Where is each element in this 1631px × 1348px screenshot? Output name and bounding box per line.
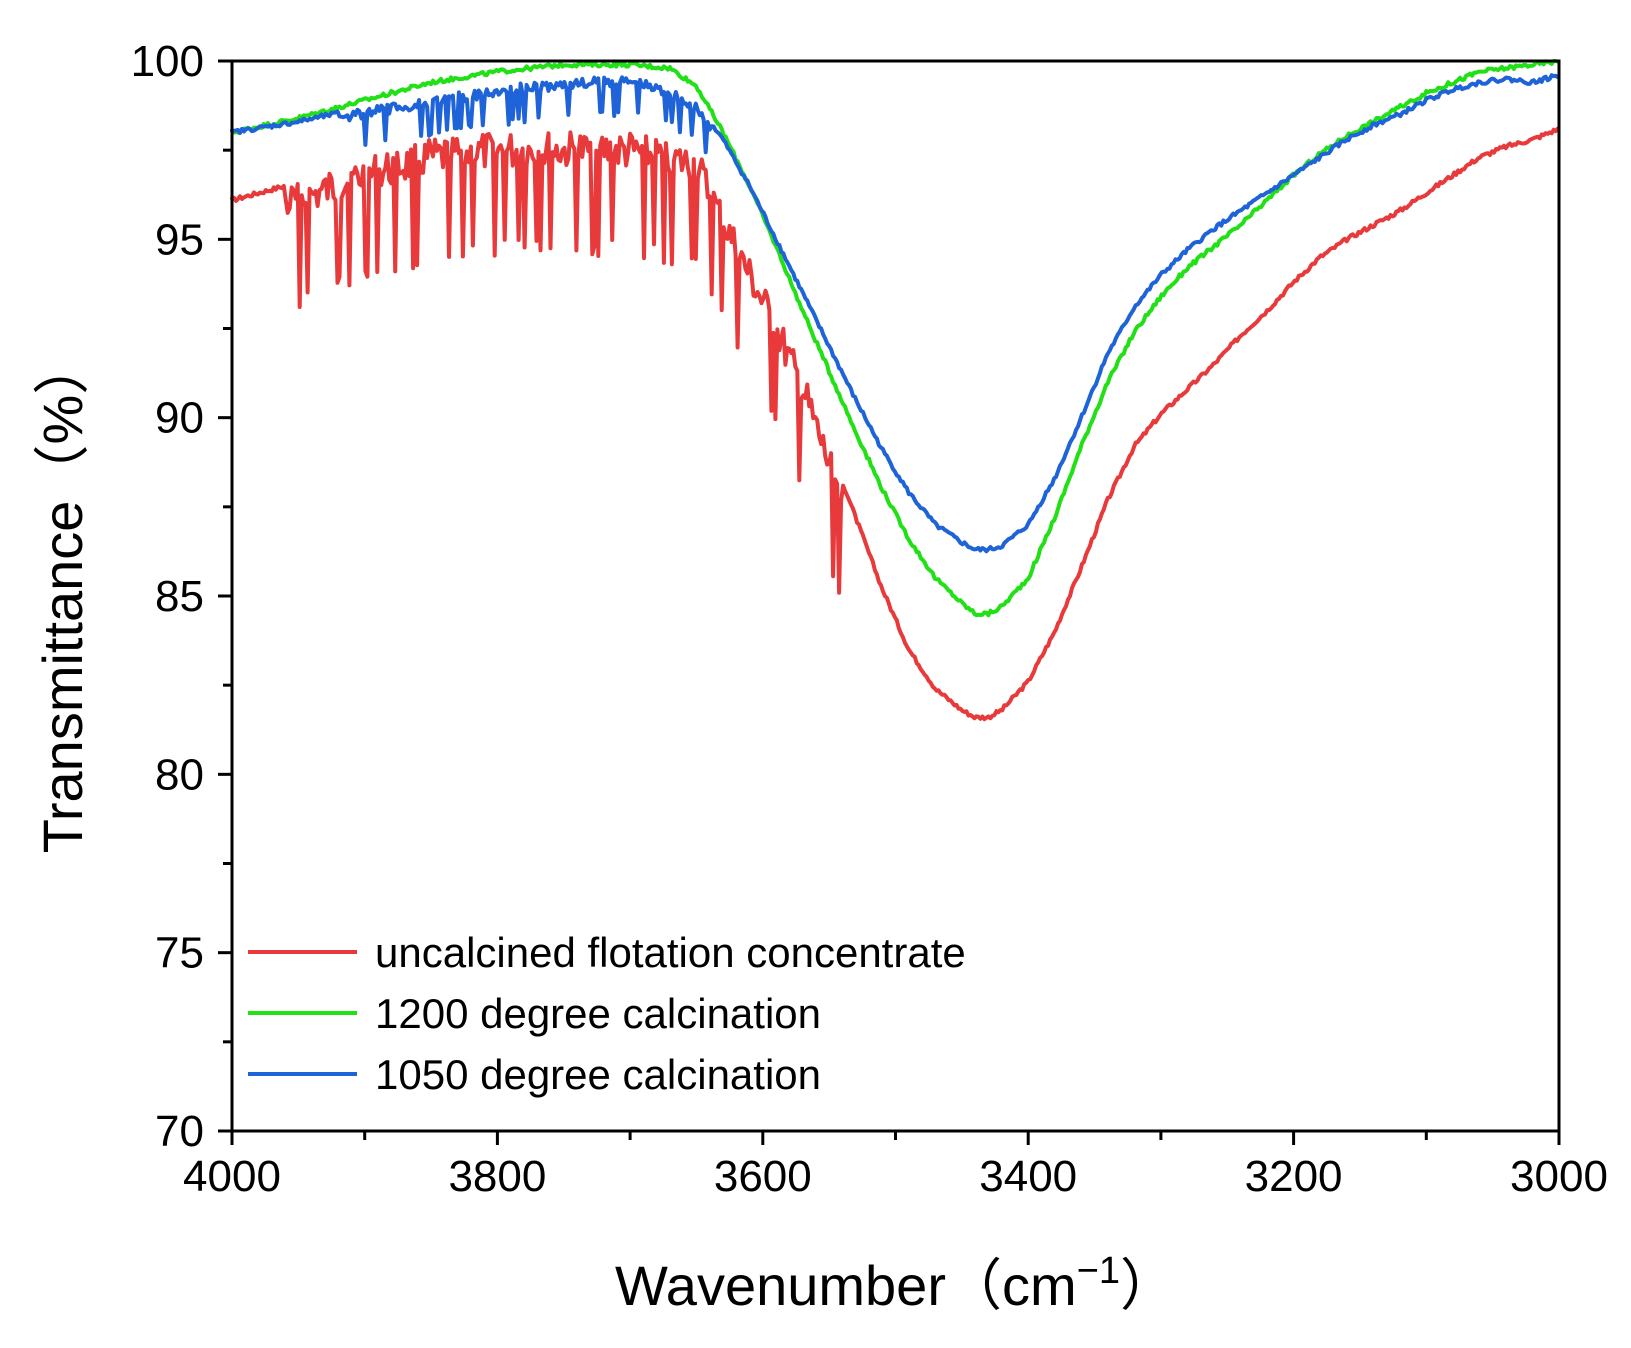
x-tick-label: 4000 (183, 1152, 281, 1201)
y-tick-label: 90 (155, 394, 204, 443)
x-tick-label: 3600 (714, 1152, 812, 1201)
series-layer (230, 59, 1560, 722)
y-tick-label: 85 (155, 572, 204, 621)
y-tick-label: 70 (155, 1107, 204, 1156)
series-line (230, 126, 1560, 722)
y-tick-label: 80 (155, 750, 204, 799)
legend: uncalcined flotation concentrate 1200 deg… (248, 929, 966, 1098)
x-axis-unit-open: （cm (946, 1254, 1077, 1317)
x-tick-label: 3400 (979, 1152, 1077, 1201)
y-tick-label: 95 (155, 215, 204, 264)
x-axis-unit-superscript: −1 (1077, 1250, 1120, 1292)
x-tick-label: 3800 (448, 1152, 546, 1201)
x-tick-label: 3000 (1510, 1152, 1608, 1201)
series-line (230, 73, 1560, 554)
x-axis-unit-close: ） (1120, 1254, 1176, 1317)
y-tick-label: 75 (155, 929, 204, 978)
y-tick-label: 100 (131, 37, 204, 86)
legend-label: uncalcined flotation concentrate (375, 929, 966, 976)
x-axis: 4000 3800 3600 3400 3200 3000 (183, 1131, 1608, 1201)
x-axis-title: Wavenumber（cm−1） (615, 1250, 1176, 1317)
legend-label: 1200 degree calcination (375, 990, 821, 1037)
y-axis: 70 75 80 85 90 95 100 (131, 37, 232, 1156)
x-axis-title-text: Wavenumber (615, 1254, 946, 1317)
legend-label: 1050 degree calcination (375, 1051, 821, 1098)
y-axis-title: Transmittance（%） (31, 339, 94, 854)
x-tick-label: 3200 (1245, 1152, 1343, 1201)
